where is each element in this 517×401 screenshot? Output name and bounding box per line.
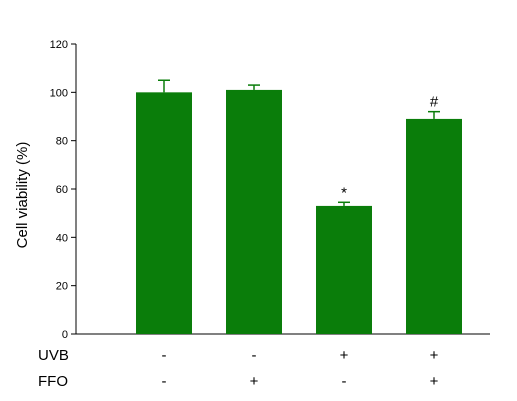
condition-sign: - bbox=[162, 347, 167, 364]
y-tick-label: 120 bbox=[50, 39, 68, 51]
y-tick-label: 20 bbox=[56, 281, 68, 293]
condition-sign: + bbox=[250, 373, 259, 390]
bar bbox=[406, 118, 462, 335]
condition-sign: - bbox=[342, 373, 347, 390]
condition-sign: - bbox=[252, 347, 257, 364]
y-tick-label: 0 bbox=[62, 329, 68, 341]
condition-sign: + bbox=[430, 347, 439, 364]
significance-star: * bbox=[341, 184, 347, 201]
bar bbox=[316, 205, 372, 334]
condition-sign: - bbox=[162, 373, 167, 390]
significance-hash: # bbox=[430, 94, 439, 111]
y-tick-label: 100 bbox=[50, 87, 68, 99]
y-tick-label: 80 bbox=[56, 136, 68, 148]
condition-label-ffo: FFO bbox=[38, 373, 68, 390]
bar bbox=[226, 89, 282, 335]
condition-sign: + bbox=[430, 373, 439, 390]
bar bbox=[136, 92, 192, 334]
condition-label-uvb: UVB bbox=[38, 347, 69, 364]
y-tick-label: 60 bbox=[56, 184, 68, 196]
y-tick-label: 40 bbox=[56, 232, 68, 244]
condition-sign: + bbox=[340, 347, 349, 364]
y-axis-title: Cell viability (%) bbox=[14, 142, 31, 249]
